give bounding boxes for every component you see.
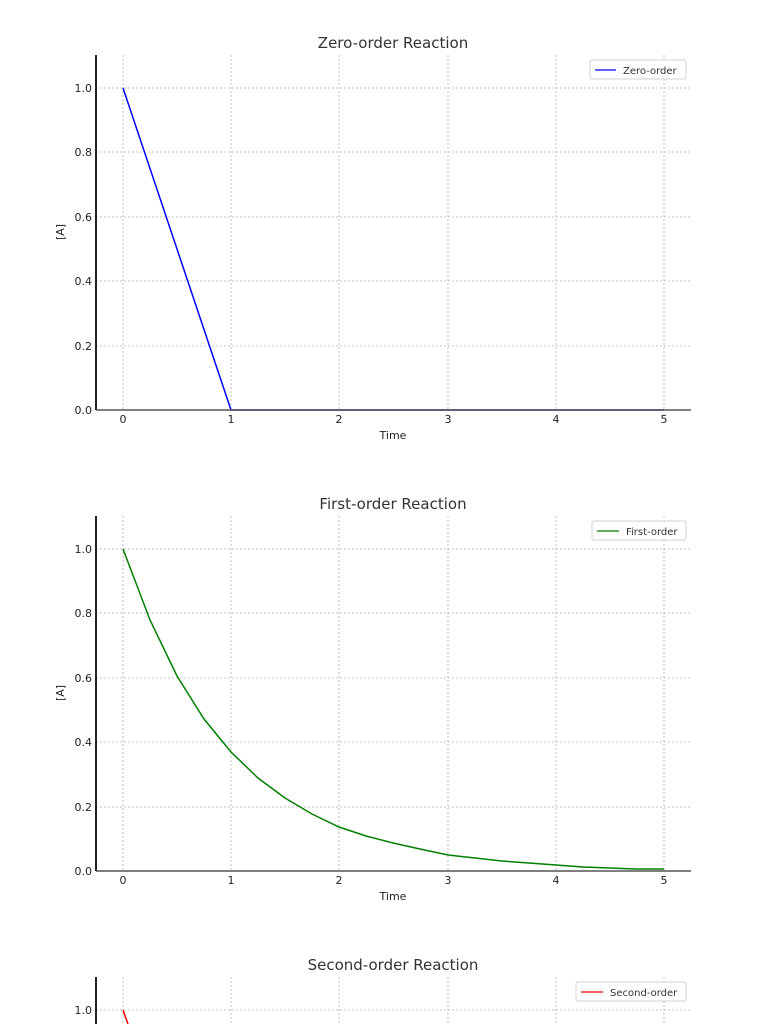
svg-text:0.0: 0.0 xyxy=(75,865,93,878)
chart-title: First-order Reaction xyxy=(319,495,466,513)
svg-text:5: 5 xyxy=(661,874,668,887)
chart-second-order: Second-order Reaction 1.0 Second-order xyxy=(75,956,691,1024)
y-ticks: 0.0 0.2 0.4 0.6 0.8 1.0 xyxy=(75,543,93,878)
chart-first-order: First-order Reaction 0.0 0.2 0.4 0.6 0.8… xyxy=(54,495,691,903)
svg-text:0.8: 0.8 xyxy=(75,146,93,159)
chart-title: Second-order Reaction xyxy=(308,956,479,974)
legend: Second-order xyxy=(575,981,687,1002)
svg-text:3: 3 xyxy=(445,413,452,426)
svg-text:0: 0 xyxy=(120,413,127,426)
y-axis-label: [A] xyxy=(54,685,67,701)
x-axis-label: Time xyxy=(379,429,407,442)
svg-text:First-order: First-order xyxy=(626,527,678,538)
svg-text:2: 2 xyxy=(336,413,343,426)
svg-text:3: 3 xyxy=(445,874,452,887)
svg-text:1: 1 xyxy=(228,874,235,887)
svg-text:1.0: 1.0 xyxy=(75,82,93,95)
grid xyxy=(96,516,691,871)
svg-text:2: 2 xyxy=(336,874,343,887)
legend: Zero-order xyxy=(589,59,687,80)
legend: First-order xyxy=(591,520,687,541)
svg-text:0.2: 0.2 xyxy=(75,340,93,353)
zero-order-line xyxy=(122,87,664,411)
svg-text:0.4: 0.4 xyxy=(75,275,93,288)
svg-text:5: 5 xyxy=(661,413,668,426)
svg-text:4: 4 xyxy=(553,413,560,426)
svg-text:0.8: 0.8 xyxy=(75,607,93,620)
y-tick: 1.0 xyxy=(75,1004,93,1017)
svg-text:0.6: 0.6 xyxy=(75,672,93,685)
grid xyxy=(96,977,691,1024)
chart-title: Zero-order Reaction xyxy=(318,34,468,52)
x-ticks: 0 1 2 3 4 5 xyxy=(120,874,668,887)
svg-text:1: 1 xyxy=(228,413,235,426)
svg-text:Second-order: Second-order xyxy=(610,988,678,999)
svg-text:4: 4 xyxy=(553,874,560,887)
y-ticks: 0.0 0.2 0.4 0.6 0.8 1.0 xyxy=(75,82,93,417)
svg-text:0.4: 0.4 xyxy=(75,736,93,749)
grid xyxy=(96,55,691,410)
svg-text:0.2: 0.2 xyxy=(75,801,93,814)
svg-text:1.0: 1.0 xyxy=(75,543,93,556)
x-ticks: 0 1 2 3 4 5 xyxy=(120,413,668,426)
second-order-curve xyxy=(122,1009,129,1024)
svg-text:0.6: 0.6 xyxy=(75,211,93,224)
x-axis-label: Time xyxy=(379,890,407,903)
chart-zero-order: Zero-order Reaction 0.0 0.2 0.4 0.6 0.8 … xyxy=(54,34,691,442)
svg-text:Zero-order: Zero-order xyxy=(623,66,678,77)
y-axis-label: [A] xyxy=(54,224,67,240)
svg-text:0: 0 xyxy=(120,874,127,887)
first-order-curve xyxy=(122,548,664,870)
svg-text:0.0: 0.0 xyxy=(75,404,93,417)
